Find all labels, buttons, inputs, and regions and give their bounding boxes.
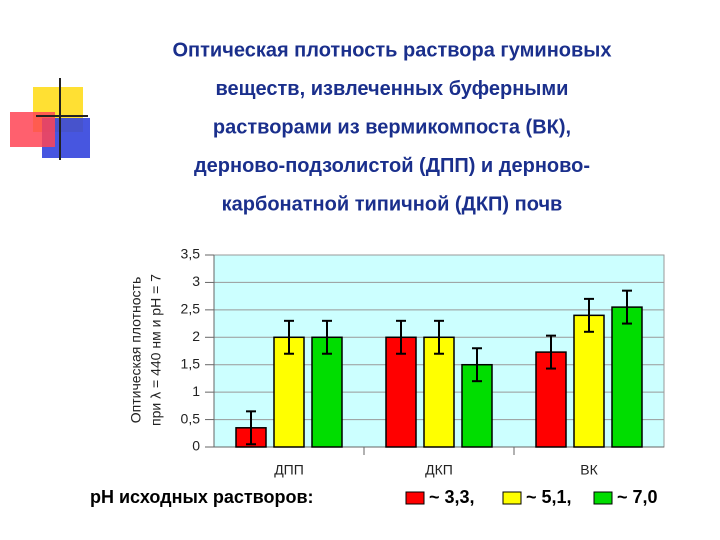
title-line: дерново-подзолистой (ДПП) и дерново- bbox=[194, 155, 590, 177]
y-tick-label: 1,5 bbox=[181, 355, 201, 371]
legend: ~ 3,3, ~ 5,1, ~ 7,0 bbox=[405, 487, 658, 507]
error-bar bbox=[622, 289, 632, 325]
legend-label: ~ 3,3, bbox=[429, 487, 475, 507]
error-bar bbox=[434, 319, 444, 355]
legend-swatch bbox=[502, 491, 522, 505]
y-axis-label: Оптическая плотность bbox=[128, 277, 144, 424]
error-bar bbox=[246, 410, 256, 446]
y-tick-label: 2,5 bbox=[181, 301, 201, 317]
legend-label: ~ 5,1, bbox=[526, 487, 572, 507]
y-tick-label: 3,5 bbox=[181, 246, 201, 262]
x-tick-label: ВК bbox=[580, 462, 598, 478]
y-tick-label: 0,5 bbox=[181, 410, 201, 426]
bar bbox=[311, 336, 343, 448]
error-bar bbox=[584, 297, 594, 333]
decoration bbox=[10, 78, 90, 160]
error-bar bbox=[546, 334, 556, 370]
title-line: Оптическая плотность раствора гуминовых bbox=[173, 39, 612, 61]
legend-swatch bbox=[593, 491, 613, 505]
x-tick-label: ДКП bbox=[425, 462, 453, 478]
error-bar bbox=[396, 319, 406, 355]
error-bar bbox=[322, 319, 332, 355]
legend-title: pH исходных растворов: bbox=[90, 487, 314, 507]
bar bbox=[535, 351, 567, 448]
error-bar bbox=[284, 319, 294, 355]
y-tick-label: 0 bbox=[192, 438, 200, 454]
legend-swatch bbox=[405, 491, 425, 505]
y-axis-label: при λ = 440 нм и pH = 7 bbox=[148, 274, 164, 426]
bar bbox=[273, 336, 305, 448]
y-tick-label: 2 bbox=[192, 328, 200, 344]
title: Оптическая плотность раствора гуминовых в… bbox=[173, 39, 612, 215]
y-tick-label: 1 bbox=[192, 383, 200, 399]
x-tick-label: ДПП bbox=[274, 462, 304, 478]
bar bbox=[611, 306, 643, 448]
y-tick-label: 3 bbox=[192, 273, 200, 289]
plot: Оптическая плотность при λ = 440 нм и pH … bbox=[128, 246, 664, 478]
bar bbox=[385, 336, 417, 448]
bar bbox=[573, 314, 605, 448]
error-bar bbox=[472, 347, 482, 383]
title-line: растворами из вермикомпоста (ВК), bbox=[213, 116, 571, 138]
title-line: карбонатной типичной (ДКП) почв bbox=[222, 193, 563, 215]
title-line: веществ, извлеченных буферными bbox=[216, 78, 569, 100]
legend-label: ~ 7,0 bbox=[617, 487, 658, 507]
